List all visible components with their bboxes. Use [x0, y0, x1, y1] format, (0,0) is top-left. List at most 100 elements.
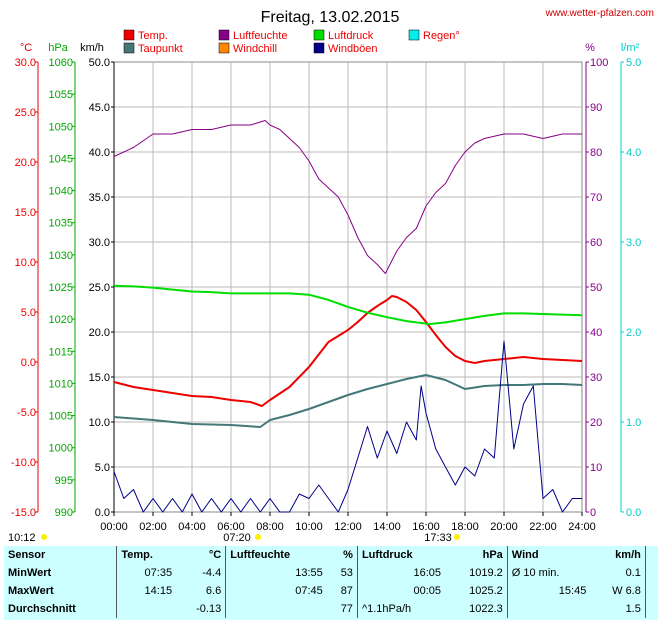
stats-hum-time: [225, 600, 327, 618]
humidity-axis-tick-label: 0: [590, 507, 596, 519]
humidity-axis-tick-label: 40: [590, 327, 602, 339]
wind-axis-tick-label: 50.0: [89, 57, 110, 69]
stats-panel: Sensor Temp. °C Luftfeuchte % Luftdruck …: [4, 546, 658, 620]
temp-axis-tick-label: 30.0: [15, 57, 36, 69]
legend-swatch: [313, 42, 325, 54]
stats-press-value: 1019.2: [469, 567, 503, 579]
legend-swatch: [123, 29, 135, 41]
pressure-axis-tick-label: 1035: [49, 218, 73, 230]
series-line-luftfeuchte: [113, 120, 582, 274]
pressure-axis-tick-label: 1055: [49, 89, 73, 101]
pressure-axis-tick-label: 1040: [49, 186, 73, 198]
sunrise-icon: [255, 534, 261, 540]
legend-label: Temp.: [138, 30, 168, 42]
temp-axis-tick-label: 15.0: [15, 207, 36, 219]
grid: [113, 61, 583, 513]
humidity-axis-tick-label: 20: [590, 417, 602, 429]
legend: Temp. Luftfeuchte Luftdruck Regen° Taupunkt W…: [123, 29, 460, 55]
left-time-label: 10:12: [8, 532, 36, 544]
humidity-axis-tick-label: 90: [590, 102, 602, 114]
stats-spacer: [644, 582, 658, 600]
rain-axis-tick-label: 2.0: [626, 327, 641, 339]
stats-hum-time: 07:45: [225, 582, 327, 600]
stats-press-value: 1022.3: [469, 603, 503, 615]
temp-axis-tick-label: 20.0: [15, 157, 36, 169]
stats-header-pressure: Luftdruck: [356, 546, 445, 564]
legend-label: Windchill: [233, 43, 277, 55]
wind-axis-tick-label: 40.0: [89, 147, 110, 159]
temp-axis-tick-label: 0.0: [21, 357, 36, 369]
stats-hum-time: 13:55: [225, 564, 327, 582]
x-axis-tick-label: 24:00: [568, 521, 596, 533]
x-axis-tick-label: 22:00: [529, 521, 557, 533]
humidity-axis-tick-label: 100: [590, 57, 608, 69]
legend-label: Luftdruck: [328, 30, 374, 42]
legend-label: Regen°: [423, 30, 460, 42]
temp-axis-tick-label: -15.0: [11, 507, 36, 519]
stats-press-time: 16:05: [356, 564, 445, 582]
stats-spacer: [644, 600, 658, 618]
stats-press-time: ^1.1hPa/h: [356, 600, 445, 618]
stats-press-value: 1025.2: [469, 585, 503, 597]
stats-temp-value: 6.6: [205, 585, 222, 597]
weather-chart: Freitag, 13.02.2015 www.wetter-pfalzen.c…: [8, 8, 654, 544]
temp-axis-tick-label: 5.0: [21, 307, 36, 319]
wind-axis-tick-label: 45.0: [89, 102, 110, 114]
pressure-axis-tick-label: 1030: [49, 250, 73, 262]
stats-header-pressure-unit: hPa: [482, 549, 503, 561]
legend-swatch: [218, 42, 230, 54]
pressure-unit-label: hPa: [48, 42, 68, 54]
x-axis-tick-label: 12:00: [334, 521, 362, 533]
stats-row-max: MaxWert 14:15 6.6 07:45 87 00:05 1025.2 …: [4, 582, 658, 600]
sun-markers: 10:12 07:20 17:33: [8, 532, 460, 544]
temp-axis-tick-label: 10.0: [15, 257, 36, 269]
stats-header-wind-unit: km/h: [615, 549, 641, 561]
stats-label: Durchschnitt: [8, 603, 76, 615]
wind-axis-tick-label: 15.0: [89, 372, 110, 384]
pressure-axis-tick-label: 1060: [49, 57, 73, 69]
stats-header-row: Sensor Temp. °C Luftfeuchte % Luftdruck …: [4, 546, 658, 564]
legend-swatch: [313, 29, 325, 41]
pressure-axis-tick-label: 1015: [49, 346, 73, 358]
stats-wind-time: [506, 600, 591, 618]
stats-header-humidity: Luftfeuchte: [225, 546, 327, 564]
pressure-axis-tick-label: 1010: [49, 378, 73, 390]
stats-header-sensor: Sensor: [8, 549, 46, 561]
wind-axis-tick-label: 30.0: [89, 237, 110, 249]
sunset-time-label: 17:33: [424, 532, 452, 544]
series-line-temp: [113, 295, 583, 407]
x-axis-tick-label: 06:00: [217, 521, 245, 533]
stats-wind-value: 0.1: [625, 567, 641, 579]
stats-header-temp-unit: °C: [208, 549, 222, 561]
sun-icon: [41, 534, 47, 540]
legend-swatch: [123, 42, 135, 54]
stats-table: Sensor Temp. °C Luftfeuchte % Luftdruck …: [4, 546, 658, 618]
x-axis-tick-label: 02:00: [139, 521, 167, 533]
stats-hum-value: 87: [340, 585, 353, 597]
rain-axis-tick-label: 1.0: [626, 417, 641, 429]
humidity-axis-tick-label: 60: [590, 237, 602, 249]
humidity-axis-tick-label: 70: [590, 192, 602, 204]
sunset-icon: [454, 534, 460, 540]
pressure-axis-tick-label: 1025: [49, 282, 73, 294]
stats-temp-time: [116, 600, 177, 618]
stats-temp-time: 07:35: [116, 564, 177, 582]
sunrise-time-label: 07:20: [223, 532, 251, 544]
chart-title: Freitag, 13.02.2015: [261, 9, 400, 26]
x-axis-tick-label: 16:00: [412, 521, 440, 533]
axes: 30.0 25.0 20.0 15.0 10.0 5.0 0.0 -5.0 -10.0 -15.0…: [11, 57, 641, 533]
legend-swatch: [408, 29, 420, 41]
temp-axis-tick-label: -10.0: [11, 457, 36, 469]
pressure-axis-tick-label: 1005: [49, 411, 73, 423]
website-label: www.wetter-pfalzen.com: [545, 8, 654, 19]
series-line-windb-en: [113, 340, 582, 513]
x-axis-tick-label: 18:00: [451, 521, 479, 533]
wind-axis-tick-label: 5.0: [95, 462, 110, 474]
stats-row-min: MinWert 07:35 -4.4 13:55 53 16:05 1019.2…: [4, 564, 658, 582]
pressure-axis-tick-label: 1020: [49, 314, 73, 326]
stats-hum-value: 53: [340, 567, 353, 579]
humidity-unit-label: %: [585, 42, 595, 54]
rain-axis-tick-label: 5.0: [626, 57, 641, 69]
stats-wind-value: W 6.8: [612, 585, 641, 597]
x-axis-tick-label: 10:00: [295, 521, 323, 533]
